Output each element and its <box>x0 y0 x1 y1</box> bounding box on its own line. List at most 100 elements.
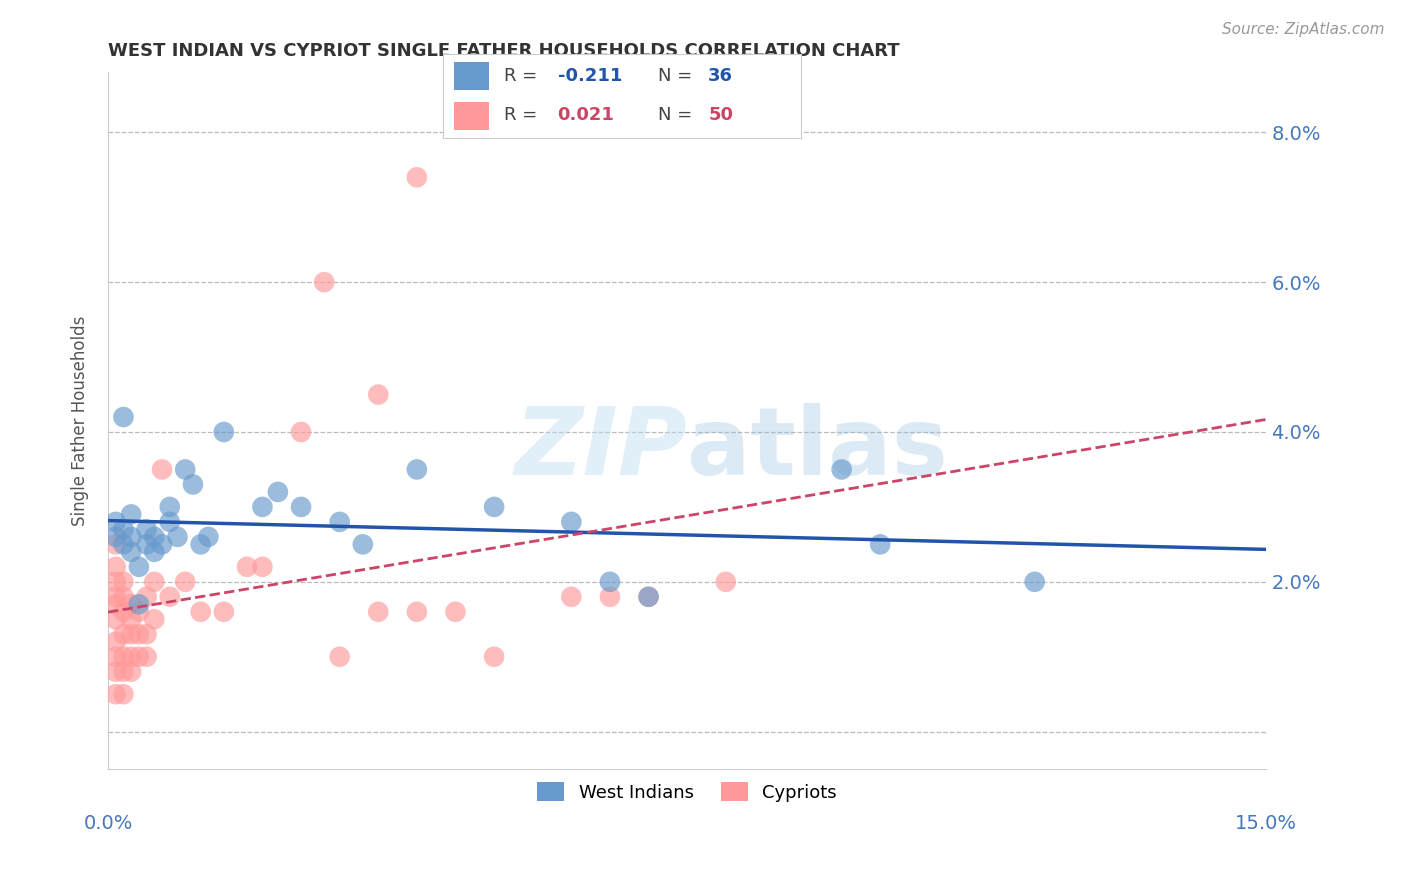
Point <box>560 515 582 529</box>
Point <box>135 537 157 551</box>
Point <box>181 477 204 491</box>
Point <box>482 649 505 664</box>
Text: N =: N = <box>658 68 692 86</box>
Point <box>290 500 312 514</box>
Point <box>104 590 127 604</box>
Point <box>267 484 290 499</box>
Point <box>637 590 659 604</box>
Text: atlas: atlas <box>688 402 948 495</box>
Text: Source: ZipAtlas.com: Source: ZipAtlas.com <box>1222 22 1385 37</box>
Point <box>212 425 235 439</box>
Point <box>329 649 352 664</box>
Point <box>159 515 181 529</box>
Point <box>120 530 142 544</box>
Point <box>128 649 150 664</box>
Point <box>120 627 142 641</box>
Point <box>112 649 135 664</box>
Point <box>112 574 135 589</box>
Point <box>112 687 135 701</box>
Point <box>104 634 127 648</box>
Point <box>112 522 135 536</box>
Point <box>159 590 181 604</box>
Text: WEST INDIAN VS CYPRIOT SINGLE FATHER HOUSEHOLDS CORRELATION CHART: WEST INDIAN VS CYPRIOT SINGLE FATHER HOU… <box>108 42 900 60</box>
Point <box>120 665 142 679</box>
Point <box>174 574 197 589</box>
Point <box>1024 574 1046 589</box>
Text: -0.211: -0.211 <box>558 68 621 86</box>
Point <box>599 590 621 604</box>
Point <box>104 559 127 574</box>
Bar <box>454 102 489 130</box>
Y-axis label: Single Father Households: Single Father Households <box>72 316 89 526</box>
Text: 0.0%: 0.0% <box>83 814 132 833</box>
Point <box>406 605 429 619</box>
Point <box>104 612 127 626</box>
Point <box>120 545 142 559</box>
Text: ZIP: ZIP <box>515 402 688 495</box>
Legend: West Indians, Cypriots: West Indians, Cypriots <box>530 775 844 809</box>
Point <box>112 537 135 551</box>
Point <box>150 537 173 551</box>
Point <box>104 537 127 551</box>
Text: 15.0%: 15.0% <box>1236 814 1298 833</box>
Point <box>143 574 166 589</box>
Point <box>406 462 429 476</box>
Point <box>236 559 259 574</box>
Point <box>212 605 235 619</box>
Point <box>104 515 127 529</box>
Text: 0.021: 0.021 <box>558 106 614 124</box>
Point <box>174 462 197 476</box>
Point <box>367 387 389 401</box>
Point <box>120 649 142 664</box>
Point <box>637 590 659 604</box>
Point <box>104 649 127 664</box>
Point <box>135 522 157 536</box>
Point <box>560 590 582 604</box>
Point <box>135 649 157 664</box>
Point <box>104 530 127 544</box>
Point <box>367 605 389 619</box>
Point <box>190 605 212 619</box>
Point <box>120 597 142 611</box>
Point <box>190 537 212 551</box>
Text: R =: R = <box>503 68 537 86</box>
Point <box>112 627 135 641</box>
Point <box>104 597 127 611</box>
Point <box>135 627 157 641</box>
Bar <box>454 62 489 90</box>
Point <box>135 590 157 604</box>
Point <box>252 559 274 574</box>
Point <box>329 515 352 529</box>
Point <box>128 605 150 619</box>
Point <box>406 170 429 185</box>
Point <box>831 462 853 476</box>
Point <box>599 574 621 589</box>
Point <box>159 500 181 514</box>
Text: R =: R = <box>503 106 537 124</box>
Point <box>104 574 127 589</box>
Point <box>128 627 150 641</box>
Point <box>314 275 336 289</box>
Point <box>166 530 188 544</box>
Point <box>104 665 127 679</box>
Point <box>352 537 374 551</box>
Point <box>869 537 891 551</box>
Point <box>112 665 135 679</box>
Point <box>128 597 150 611</box>
Point <box>143 612 166 626</box>
Point <box>444 605 467 619</box>
Point <box>104 687 127 701</box>
Point <box>120 508 142 522</box>
Point <box>128 559 150 574</box>
Point <box>482 500 505 514</box>
Point <box>143 530 166 544</box>
Text: 36: 36 <box>709 68 733 86</box>
Point <box>714 574 737 589</box>
Point <box>143 545 166 559</box>
Point <box>112 590 135 604</box>
Point <box>112 410 135 425</box>
Point <box>120 612 142 626</box>
Point <box>112 605 135 619</box>
Point <box>150 462 173 476</box>
Text: 50: 50 <box>709 106 733 124</box>
